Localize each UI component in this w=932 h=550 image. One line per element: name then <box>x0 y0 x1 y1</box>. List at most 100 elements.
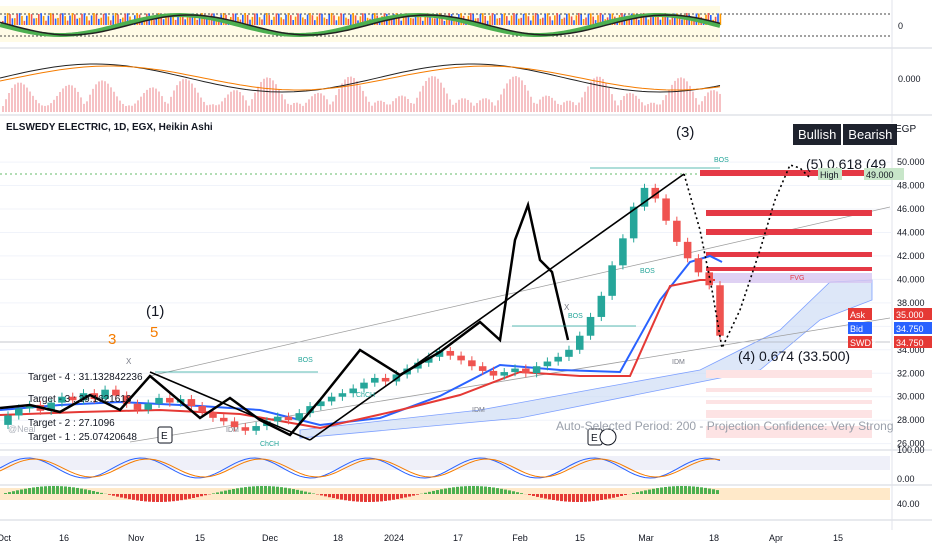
oscillator-bar <box>321 13 323 25</box>
oscillator-bar <box>273 16 275 25</box>
oscillator-bar <box>587 13 590 25</box>
oscillator-bar <box>544 13 546 25</box>
momentum-bar <box>644 490 647 494</box>
oscillator-bar <box>150 16 153 25</box>
stoch-band <box>0 456 890 470</box>
oscillator-bar <box>364 13 366 25</box>
volume-histogram-bar <box>470 102 472 112</box>
volume-histogram-bar <box>179 81 181 112</box>
oscillator-bar <box>59 13 62 25</box>
oscillator-bar <box>534 13 537 25</box>
time-axis-label: 15 <box>575 533 585 543</box>
volume-histogram-bar <box>215 105 217 112</box>
volume-histogram-bar <box>113 91 115 112</box>
oscillator-bar <box>194 16 196 25</box>
volume-histogram-bar <box>608 87 610 112</box>
momentum-bar <box>408 494 411 497</box>
momentum-bar <box>60 486 63 494</box>
volume-histogram-bar <box>59 91 61 112</box>
oscillator-bar <box>628 17 630 25</box>
oscillator-bar <box>537 14 539 25</box>
momentum-bar <box>464 486 467 494</box>
volume-histogram-bar <box>503 88 505 112</box>
macd-line <box>0 63 721 93</box>
momentum-bar <box>8 492 11 494</box>
oscillator-bar <box>311 15 314 25</box>
volume-histogram-bar <box>194 87 196 112</box>
momentum-bar <box>384 494 387 501</box>
oscillator-bar <box>539 18 542 25</box>
price-tick-label: 44.000 <box>897 227 925 237</box>
momentum-bar <box>340 494 343 500</box>
candle <box>166 397 174 403</box>
momentum-bar <box>452 487 455 494</box>
volume-histogram-bar <box>254 92 256 112</box>
volume-histogram-bar <box>302 105 304 112</box>
oscillator-bar <box>160 14 162 25</box>
bullish-button[interactable]: Bullish <box>792 123 843 146</box>
bearish-button[interactable]: Bearish <box>842 123 899 146</box>
volume-histogram-bar <box>674 80 676 112</box>
oscillator-bar <box>443 20 446 25</box>
price-tag-value-bg <box>894 308 932 320</box>
momentum-bar <box>72 487 75 494</box>
oscillator-bar <box>33 18 35 25</box>
oscillator-bar <box>254 13 256 25</box>
oscillator-bar <box>690 19 693 25</box>
momentum-bar <box>240 487 243 494</box>
volume-histogram-bar <box>434 76 436 112</box>
momentum-bar <box>24 488 27 494</box>
momentum-bar <box>148 494 151 502</box>
volume-histogram-bar <box>65 85 67 112</box>
oscillator-bar <box>400 20 402 25</box>
volume-histogram-bar <box>176 85 178 112</box>
oscillator-bar <box>249 19 251 25</box>
volume-histogram-bar <box>590 81 592 112</box>
momentum-bar <box>556 494 559 501</box>
oscillator-bar <box>426 13 429 25</box>
volume-histogram-bar <box>545 95 547 112</box>
time-axis-label: Dec <box>262 533 279 543</box>
candle <box>683 241 692 259</box>
wave-3-label: (3) <box>676 124 694 141</box>
oscillator-bar <box>26 15 28 25</box>
momentum-bar <box>12 491 15 494</box>
oscillator-bar <box>520 17 522 25</box>
oscillator-bar <box>28 13 30 25</box>
volume-histogram-bar <box>344 79 346 112</box>
volume-histogram-bar <box>410 103 412 112</box>
volume-histogram-bar <box>332 101 334 112</box>
volume-histogram-bar <box>389 104 391 112</box>
idm-label: IDM <box>226 427 239 434</box>
oscillator-bar <box>590 13 592 25</box>
time-axis-label: 2024 <box>384 533 404 543</box>
candle <box>338 393 347 397</box>
currency-label[interactable]: EGP <box>895 124 917 135</box>
oscillator-bar <box>191 13 194 25</box>
momentum-bar <box>456 486 459 494</box>
oscillator-bar <box>83 13 86 25</box>
momentum-bar <box>600 494 603 501</box>
target-label: Target - 3 : 29.1621618 <box>28 394 132 405</box>
oscillator-bar <box>117 14 119 25</box>
volume-histogram-bar <box>29 91 31 112</box>
oscillator-bar <box>424 15 426 25</box>
momentum-bar <box>588 494 591 502</box>
oscillator-bar <box>390 18 393 25</box>
candle <box>101 389 109 400</box>
oscillator-bar <box>256 13 258 25</box>
volume-histogram-bar <box>596 76 598 112</box>
candle <box>68 396 77 401</box>
oscillator-bar <box>290 15 292 25</box>
oscillator-bar <box>280 17 282 25</box>
candle <box>478 366 487 371</box>
volume-histogram-bar <box>473 105 475 112</box>
ma-blue-line <box>0 254 723 427</box>
volume-histogram-bar <box>485 98 487 112</box>
volume-histogram-bar <box>395 98 397 112</box>
momentum-bar <box>492 487 495 494</box>
oscillator-bar <box>573 20 575 25</box>
oscillator-bar <box>635 16 638 25</box>
momentum-bar <box>276 486 279 494</box>
